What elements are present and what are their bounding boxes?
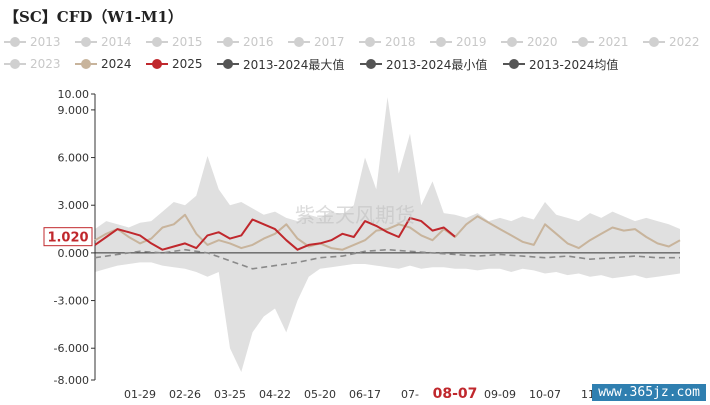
legend-marker-icon: [4, 56, 26, 72]
legend-label: 2023: [30, 57, 61, 71]
legend-label: 2013-2024最小值: [386, 57, 488, 72]
series-min-max-band: [95, 97, 680, 373]
legend-item-2021[interactable]: 2021: [572, 34, 629, 50]
last-value-badge: [43, 227, 93, 247]
x-tick-label: 07-: [401, 388, 419, 401]
x-tick-label: 04-22: [259, 388, 291, 401]
legend-label: 2013: [30, 35, 61, 49]
legend-item-2013[interactable]: 2013: [4, 34, 61, 50]
x-tick-label: 09-09: [484, 388, 516, 401]
series-mean-line: [94, 248, 680, 270]
legend-item-2019[interactable]: 2019: [430, 34, 487, 50]
x-tick-label: 08-07: [433, 386, 478, 402]
legend-item-2015[interactable]: 2015: [146, 34, 203, 50]
legend-item-2013-2024最大值[interactable]: 2013-2024最大值: [217, 56, 344, 72]
legend-item-2014[interactable]: 2014: [75, 34, 132, 50]
legend-marker-icon: [359, 34, 381, 50]
legend-label: 2019: [456, 35, 487, 49]
x-tick-label: 05-20: [304, 388, 336, 401]
legend-marker-icon: [217, 56, 239, 72]
legend-item-2013-2024最小值[interactable]: 2013-2024最小值: [360, 56, 487, 72]
legend-marker-icon: [360, 56, 382, 72]
legend-item-2023[interactable]: 2023: [4, 56, 61, 72]
y-tick-label: 6.000: [58, 152, 90, 165]
y-tick-label: 9.000: [58, 104, 90, 117]
legend-item-2018[interactable]: 2018: [359, 34, 416, 50]
legend-label: 2014: [101, 35, 132, 49]
series-2025-line: [94, 216, 456, 251]
y-tick-label: 10.00: [58, 88, 90, 101]
y-tick-label: -6.000: [54, 342, 89, 355]
legend-label: 2022: [669, 35, 700, 49]
legend-marker-icon: [146, 56, 168, 72]
x-tick-label: 06-17: [349, 388, 381, 401]
legend-label: 2013-2024均值: [529, 57, 619, 72]
legend-marker-icon: [430, 34, 452, 50]
legend-label: 2021: [598, 35, 629, 49]
legend-marker-icon: [572, 34, 594, 50]
legend-label: 2015: [172, 35, 203, 49]
watermark-text: 紫金天风期货: [295, 203, 415, 227]
legend-item-2020[interactable]: 2020: [501, 34, 558, 50]
legend-label: 2025: [172, 57, 203, 71]
legend-marker-icon: [503, 56, 525, 72]
legend-marker-icon: [288, 34, 310, 50]
legend-label: 2020: [527, 35, 558, 49]
legend-label: 2024: [101, 57, 132, 71]
legend-label: 2013-2024最大值: [243, 57, 345, 72]
y-tick-label: -3.000: [54, 295, 89, 308]
x-tick-label: 10-07: [529, 388, 561, 401]
site-badge: www.365jz.com: [592, 384, 706, 401]
x-tick-label: 03-25: [214, 388, 246, 401]
legend-label: 2018: [385, 35, 416, 49]
legend-marker-icon: [217, 34, 239, 50]
legend-item-2016[interactable]: 2016: [217, 34, 274, 50]
legend-item-2025[interactable]: 2025: [146, 56, 203, 72]
x-tick-label: 01-29: [124, 388, 156, 401]
x-tick-label: 02-26: [169, 388, 201, 401]
legend-marker-icon: [75, 56, 97, 72]
legend-item-2017[interactable]: 2017: [288, 34, 345, 50]
legend-marker-icon: [4, 34, 26, 50]
legend-marker-icon: [643, 34, 665, 50]
y-tick-label: 3.000: [58, 199, 90, 212]
y-tick-label: 0.000: [58, 247, 90, 260]
series-2024-line: [94, 213, 681, 251]
legend-marker-icon: [75, 34, 97, 50]
legend-marker-icon: [146, 34, 168, 50]
y-tick-label: -8.000: [54, 374, 89, 387]
legend-item-2013-2024均值[interactable]: 2013-2024均值: [503, 56, 618, 72]
legend-item-2024[interactable]: 2024: [75, 56, 132, 72]
legend-label: 2016: [243, 35, 274, 49]
legend-marker-icon: [501, 34, 523, 50]
legend: 2013 2014 2015 2016 2017 2018 2019 2020 2021 2022…: [0, 34, 710, 80]
chart-title: 【SC】CFD（W1-M1）: [4, 8, 183, 26]
legend-item-2022[interactable]: 2022: [643, 34, 700, 50]
last-value-label: 1.020: [47, 231, 88, 246]
legend-label: 2017: [314, 35, 345, 49]
